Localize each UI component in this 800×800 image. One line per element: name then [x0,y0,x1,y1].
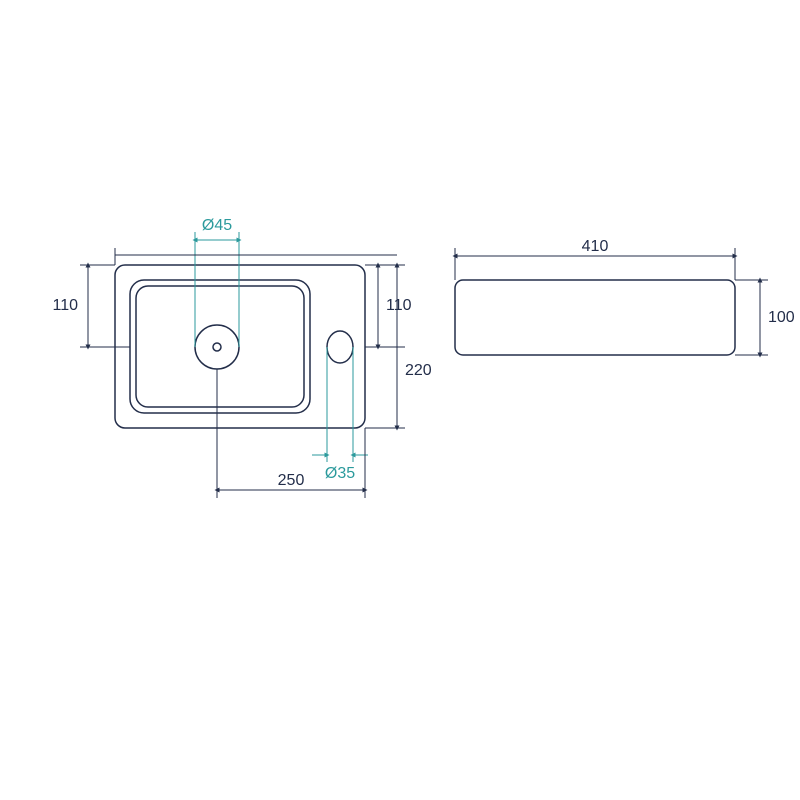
dim-diam-35: Ø35 [312,347,368,482]
bowl-inner [136,286,304,407]
dim-diam-45-label: Ø45 [202,217,232,234]
dim-bottom-250-label: 250 [278,472,305,489]
dim-top-410-label: 410 [582,238,609,255]
dim-right-100: 100 [735,280,795,355]
side-view: 410 100 [455,238,795,355]
technical-drawing: 110 Ø45 110 220 [0,0,800,800]
dim-left-110-label: 110 [52,297,78,314]
drain-hole-center [213,343,221,351]
dim-top-410: 410 [455,238,735,280]
top-view: 110 Ø45 110 220 [52,217,431,498]
bowl-outer [130,280,310,413]
dim-left-110: 110 [52,265,130,347]
basin-side [455,280,735,355]
dim-right-110-label: 110 [386,297,412,314]
dim-right-110: 110 [378,265,412,347]
drain-hole [195,325,239,369]
tap-hole [327,331,353,363]
dim-diam-35-label: Ø35 [325,465,355,482]
dim-diam-45: Ø45 [195,217,239,347]
dim-right-220-label: 220 [405,362,432,379]
dim-right-100-label: 100 [768,309,795,326]
